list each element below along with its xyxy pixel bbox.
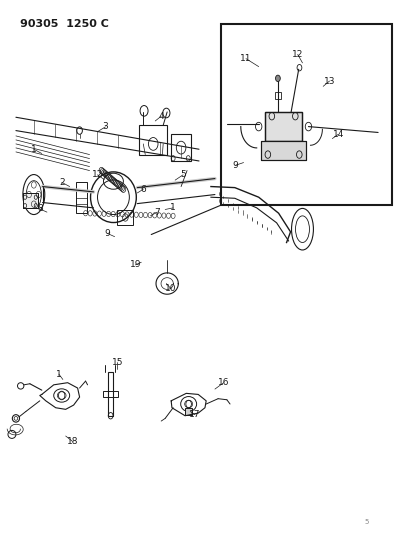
Text: 19: 19 (130, 261, 141, 269)
Text: 16: 16 (218, 378, 229, 387)
Text: 14: 14 (333, 130, 344, 139)
Text: 11: 11 (240, 54, 252, 63)
Text: 2: 2 (59, 178, 64, 187)
Text: 5: 5 (180, 171, 186, 179)
Bar (265, 112, 302, 141)
Bar (261, 141, 306, 160)
Bar (221, 24, 392, 205)
Bar (275, 92, 281, 99)
Text: 7: 7 (154, 208, 160, 216)
Text: 12: 12 (92, 171, 103, 179)
Bar (23, 193, 38, 208)
Bar (103, 391, 118, 397)
Text: 9: 9 (105, 229, 110, 238)
Text: 17: 17 (189, 410, 201, 419)
Bar (171, 134, 191, 161)
Text: 9: 9 (233, 161, 238, 169)
Circle shape (275, 75, 280, 82)
Text: 5: 5 (364, 519, 368, 525)
Text: 13: 13 (324, 77, 335, 85)
Text: 6: 6 (140, 185, 146, 193)
Text: 18: 18 (67, 437, 78, 446)
Bar (108, 372, 113, 416)
Text: 4: 4 (158, 112, 164, 120)
Text: 1: 1 (170, 204, 176, 212)
Text: 8: 8 (37, 205, 43, 213)
Text: 1: 1 (31, 145, 37, 154)
Bar (117, 210, 133, 225)
Text: 10: 10 (166, 285, 177, 293)
Bar (76, 182, 87, 213)
Text: 12: 12 (292, 50, 303, 59)
Text: 1: 1 (56, 370, 62, 378)
Bar (23, 193, 38, 208)
Text: 90305  1250 C: 90305 1250 C (20, 19, 109, 29)
Bar (139, 125, 167, 155)
Bar (185, 408, 192, 415)
Bar (265, 112, 302, 141)
Text: 3: 3 (103, 123, 108, 131)
Text: 15: 15 (112, 358, 123, 367)
Bar (261, 141, 306, 160)
